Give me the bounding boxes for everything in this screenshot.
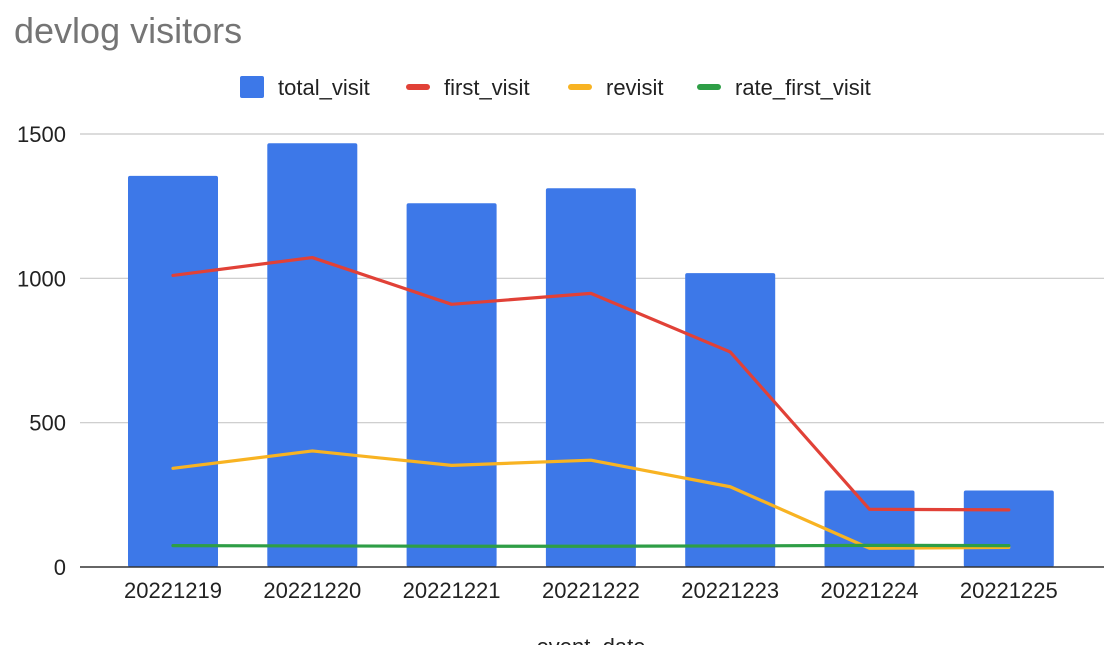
- axes: 0 500 1000 1500 20221219 20221220 20221221 2022…: [17, 122, 1104, 603]
- x-tick-label: 20221220: [263, 578, 361, 603]
- bar-total_visit: [545, 188, 636, 567]
- legend-swatch-rate_first_visit: [697, 84, 721, 90]
- line-first_visit: [171, 255, 1011, 512]
- legend-swatch-first_visit: [406, 84, 430, 90]
- x-tick-label: 20221222: [542, 578, 640, 603]
- legend-label-first_visit: first_visit: [444, 75, 530, 100]
- bar-total_visit: [824, 490, 915, 567]
- bars: [128, 143, 1054, 567]
- x-tick-label: 20221225: [960, 578, 1058, 603]
- bar-total_visit: [128, 175, 218, 567]
- x-tick-label: 20221223: [681, 578, 779, 603]
- chart-title: devlog visitors: [14, 10, 243, 51]
- x-tick-label: 20221224: [821, 578, 919, 603]
- bar-total_visit: [267, 143, 358, 567]
- y-tick-label: 1000: [17, 266, 66, 291]
- line-revisit: [171, 449, 1011, 550]
- legend: total_visit first_visit revisit rate_first_…: [240, 75, 871, 100]
- x-axis-title: event_date: [537, 634, 646, 645]
- y-tick-label: 1500: [17, 122, 66, 147]
- legend-label-rate_first_visit: rate_first_visit: [735, 75, 871, 100]
- legend-swatch-total_visit: [240, 76, 264, 98]
- x-tick-label: 20221219: [124, 578, 222, 603]
- legend-swatch-revisit: [568, 84, 592, 90]
- y-tick-label: 500: [29, 411, 66, 436]
- bar-total_visit: [406, 203, 497, 567]
- bar-total_visit: [685, 273, 776, 567]
- series-lines: [171, 255, 1011, 550]
- legend-label-total_visit: total_visit: [278, 75, 370, 100]
- bar-total_visit: [963, 490, 1054, 567]
- y-tick-label: 0: [54, 555, 66, 580]
- line-rate_first_visit: [171, 543, 1011, 548]
- legend-label-revisit: revisit: [606, 75, 663, 100]
- x-tick-label: 20221221: [403, 578, 501, 603]
